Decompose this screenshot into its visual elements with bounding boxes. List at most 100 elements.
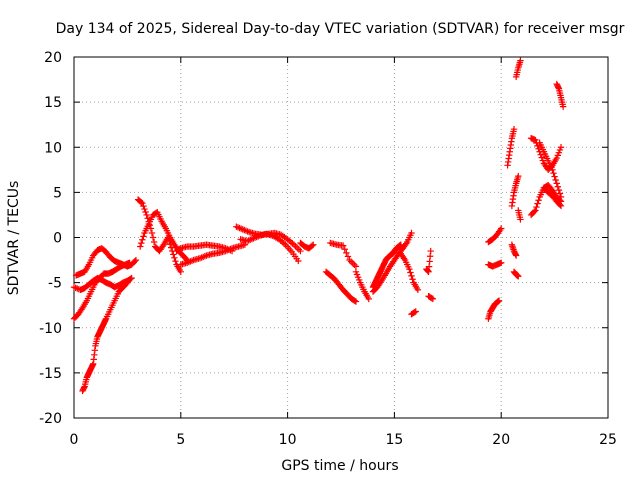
data-point <box>139 200 146 207</box>
data-point <box>132 256 140 264</box>
y-tick-label: 5 <box>53 185 62 201</box>
data-point <box>515 172 522 180</box>
data-point <box>532 207 539 214</box>
series-arc-q <box>397 250 422 294</box>
data-point <box>347 258 355 265</box>
data-point <box>517 57 524 64</box>
series-arc-e <box>134 196 184 275</box>
data-point <box>171 254 178 262</box>
data-point <box>170 251 177 258</box>
data-point <box>553 180 560 187</box>
data-point <box>310 241 317 248</box>
series-arc-x <box>504 126 518 169</box>
data-point <box>531 208 538 215</box>
series-arc-n <box>352 268 372 303</box>
data-point <box>539 157 547 164</box>
data-point <box>407 269 414 276</box>
data-point <box>172 257 179 265</box>
series-arc-h <box>177 241 249 268</box>
y-tick-label: -20 <box>39 411 62 427</box>
data-point <box>498 225 505 232</box>
data-point <box>127 275 134 282</box>
data-point <box>142 208 149 216</box>
data-point <box>123 280 130 287</box>
data-point <box>408 229 415 237</box>
data-point <box>351 297 359 305</box>
data-point <box>537 151 544 158</box>
data-point <box>138 239 145 247</box>
data-point <box>428 294 435 302</box>
series-arc-s <box>423 247 434 275</box>
series-arc-af <box>536 139 565 201</box>
y-tick-label: -5 <box>48 276 62 292</box>
data-point <box>554 183 562 190</box>
data-point <box>414 286 422 294</box>
data-point <box>409 276 416 283</box>
data-point <box>549 166 556 174</box>
y-axis-label: SDTVAR / TECUs <box>6 181 22 296</box>
data-point <box>140 202 147 210</box>
series-arc-f <box>137 209 191 264</box>
data-point <box>148 229 156 237</box>
series-arc-w <box>485 225 505 246</box>
data-point <box>557 202 565 210</box>
data-point <box>346 256 353 264</box>
data-point <box>343 249 350 257</box>
data-point <box>538 154 545 161</box>
data-points <box>70 57 567 395</box>
series-arc-ag <box>540 184 565 210</box>
data-point <box>150 238 158 246</box>
data-point <box>294 244 301 252</box>
data-point <box>140 233 147 240</box>
series-arc-m <box>327 239 360 270</box>
data-point <box>138 199 145 206</box>
data-point <box>535 197 542 204</box>
data-point <box>556 201 564 208</box>
data-point <box>341 246 348 253</box>
data-point <box>295 246 303 253</box>
data-point <box>308 242 316 249</box>
data-point <box>339 242 347 249</box>
y-tick-label: 15 <box>44 95 62 111</box>
series-arc-ah <box>553 80 567 110</box>
data-point <box>557 144 565 151</box>
series-arc-d <box>79 279 131 395</box>
data-point <box>535 145 542 153</box>
series-arc-i <box>233 223 304 255</box>
data-point <box>297 247 304 255</box>
series-arc-ac <box>515 207 524 223</box>
data-point <box>352 263 360 270</box>
data-point <box>295 257 302 265</box>
series-arc-v <box>485 259 505 270</box>
data-point <box>131 257 139 265</box>
data-point <box>141 205 148 213</box>
data-point <box>128 274 135 282</box>
series-arc-y <box>508 172 522 210</box>
series-arc-t <box>425 292 437 303</box>
data-point <box>517 216 524 223</box>
y-tick-label: 0 <box>53 231 62 247</box>
series-arc-j <box>237 230 302 265</box>
y-tick-label: 10 <box>44 140 62 156</box>
y-tick-label: -15 <box>39 366 62 382</box>
data-point <box>365 295 372 303</box>
series-arc-aa <box>510 268 522 280</box>
data-point <box>533 203 540 211</box>
chart-title: Day 134 of 2025, Sidereal Day-to-day VTE… <box>56 21 625 37</box>
data-point <box>532 136 539 144</box>
y-tick-label: -10 <box>39 321 62 337</box>
data-point <box>534 200 541 207</box>
data-point <box>352 298 360 305</box>
series-arc-u <box>485 297 503 322</box>
data-point <box>408 272 415 280</box>
data-point <box>412 308 419 315</box>
x-tick-label: 10 <box>279 432 297 448</box>
x-tick-label: 5 <box>176 432 185 448</box>
series-arc-r <box>408 308 419 318</box>
series-arc-ab <box>512 57 524 81</box>
data-point <box>351 261 358 269</box>
data-point <box>124 279 131 286</box>
data-point <box>137 243 144 250</box>
ticks: 0 5 10 15 20 25 -20 -15 -10 -5 0 5 10 15 20 <box>39 50 617 448</box>
data-point <box>498 259 505 266</box>
